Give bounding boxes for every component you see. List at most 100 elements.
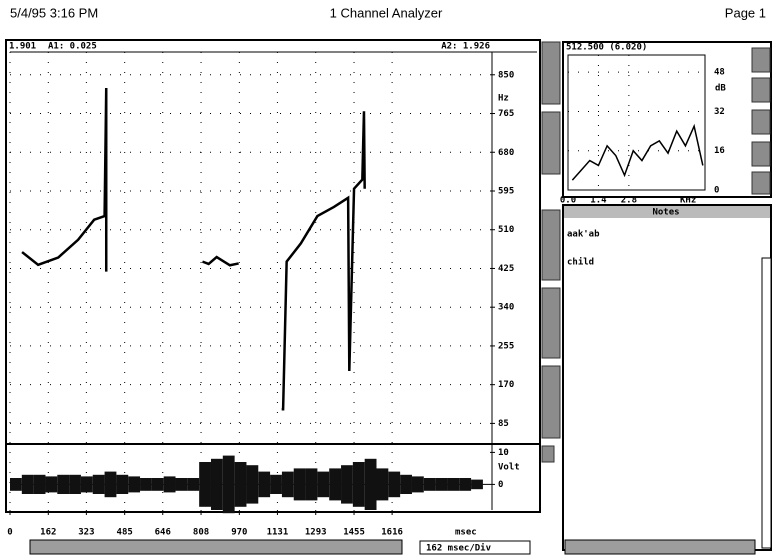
- waveform-envelope: [388, 471, 401, 498]
- time-unit: msec: [455, 528, 477, 538]
- tool-button[interactable]: [541, 365, 561, 439]
- waveform-envelope: [411, 476, 424, 493]
- y-tick-label: 425: [498, 264, 514, 274]
- window-title: 1 Channel Analyzer: [330, 5, 443, 20]
- waveform-envelope: [21, 474, 34, 494]
- waveform-envelope: [69, 474, 81, 494]
- waveform-envelope: [447, 478, 460, 491]
- y-tick-label: 765: [498, 109, 514, 119]
- waveform-envelope: [281, 471, 294, 498]
- notes-panel: [562, 204, 772, 551]
- waveform-envelope: [459, 478, 472, 491]
- waveform-envelope: [175, 478, 188, 491]
- x-tick-label: 1131: [267, 528, 289, 538]
- notes-line: child: [567, 257, 594, 268]
- pitch-unit: Hz: [498, 94, 509, 104]
- time-scale: 162 msec/Div: [426, 543, 492, 554]
- notes-title-bar: [564, 206, 770, 218]
- waveform-envelope: [163, 476, 176, 493]
- notes-scrollbar[interactable]: [761, 257, 772, 549]
- y-tick-label: 85: [498, 419, 509, 429]
- spectrum-plot: [567, 54, 706, 191]
- spectrum-x-unit: KHz: [680, 196, 696, 206]
- tool-button[interactable]: [541, 445, 555, 463]
- x-tick-label: 1616: [381, 528, 403, 538]
- scale-selector[interactable]: [419, 540, 531, 555]
- spectrum-panel-frame: [562, 41, 772, 198]
- waveform-envelope: [400, 474, 412, 494]
- tool-button[interactable]: [541, 111, 561, 175]
- spectrum-readout: 512.500 (6.020): [566, 43, 647, 53]
- waveform-envelope: [116, 474, 129, 494]
- waveform-envelope: [187, 478, 200, 491]
- waveform-envelope: [329, 468, 342, 501]
- waveform-envelope: [151, 478, 164, 491]
- waveform-envelope: [352, 462, 365, 507]
- waveform-envelope: [376, 468, 389, 501]
- spectrum-button[interactable]: [751, 171, 771, 195]
- y-tick-label: 0: [714, 186, 719, 196]
- y-tick-label: 170: [498, 380, 514, 390]
- x-tick-label: 323: [78, 528, 94, 538]
- tool-button[interactable]: [541, 41, 561, 105]
- waveform-envelope: [293, 468, 306, 501]
- tool-button[interactable]: [541, 287, 561, 359]
- waveform-envelope: [305, 468, 318, 501]
- y-tick-label: 340: [498, 303, 514, 313]
- notes-line: aak'ab: [567, 230, 600, 240]
- cursor-a1: A1: 0.025: [48, 42, 97, 52]
- waveform-envelope: [258, 471, 271, 498]
- x-tick-label: 970: [231, 528, 247, 538]
- print-date: 5/4/95 3:16 PM: [10, 5, 98, 20]
- waveform-envelope: [10, 478, 22, 491]
- spectrum-button[interactable]: [751, 77, 771, 103]
- x-tick-label: 2.8: [621, 196, 637, 206]
- y-tick-label: 850: [498, 70, 514, 80]
- time-scrollbar[interactable]: [29, 539, 403, 555]
- waveform-envelope: [210, 458, 223, 510]
- notes-hscroll[interactable]: [564, 539, 756, 555]
- wave-unit: Volt: [498, 463, 520, 473]
- y-tick-label: 10: [498, 448, 509, 458]
- x-tick-label: 1455: [343, 528, 365, 538]
- x-tick-label: 0: [7, 528, 12, 538]
- x-tick-label: 808: [193, 528, 209, 538]
- page-number: Page 1: [725, 5, 766, 20]
- waveform-envelope: [234, 462, 247, 507]
- spectrum-button[interactable]: [751, 109, 771, 135]
- pitch-trace: [21, 87, 366, 411]
- cursor-time: 1.901: [9, 42, 36, 52]
- waveform-envelope: [471, 479, 483, 490]
- waveform-envelope: [92, 474, 105, 494]
- y-tick-label: 48: [714, 68, 725, 78]
- waveform-envelope: [199, 462, 211, 507]
- waveform-envelope: [246, 465, 259, 504]
- notes-title: Notes: [652, 208, 679, 218]
- cursor-a2: A2: 1.926: [441, 42, 490, 52]
- waveform-envelope: [80, 476, 93, 493]
- x-tick-label: 646: [155, 528, 171, 538]
- waveform-envelope: [128, 476, 141, 493]
- y-tick-label: 255: [498, 341, 514, 351]
- spectrum-trace: [571, 123, 704, 181]
- spectrum-button[interactable]: [751, 141, 771, 167]
- spectrum-y-unit: dB: [715, 84, 726, 94]
- y-tick-label: 510: [498, 225, 514, 235]
- y-tick-label: 32: [714, 107, 725, 117]
- waveform-envelope: [45, 476, 58, 493]
- y-tick-label: 680: [498, 148, 514, 158]
- x-tick-label: 0.0: [560, 196, 576, 206]
- y-tick-label: 0: [498, 480, 503, 490]
- waveform-envelope: [341, 465, 353, 504]
- x-tick-label: 1293: [305, 528, 327, 538]
- waveform-envelope: [57, 474, 70, 494]
- waveform-envelope: [364, 458, 377, 510]
- spectrum-button[interactable]: [751, 47, 771, 73]
- x-tick-label: 485: [117, 528, 133, 538]
- tool-button[interactable]: [541, 209, 561, 281]
- waveform-envelope: [222, 455, 235, 514]
- pitch-panel-frame: [5, 39, 541, 513]
- waveform-envelope: [270, 474, 282, 494]
